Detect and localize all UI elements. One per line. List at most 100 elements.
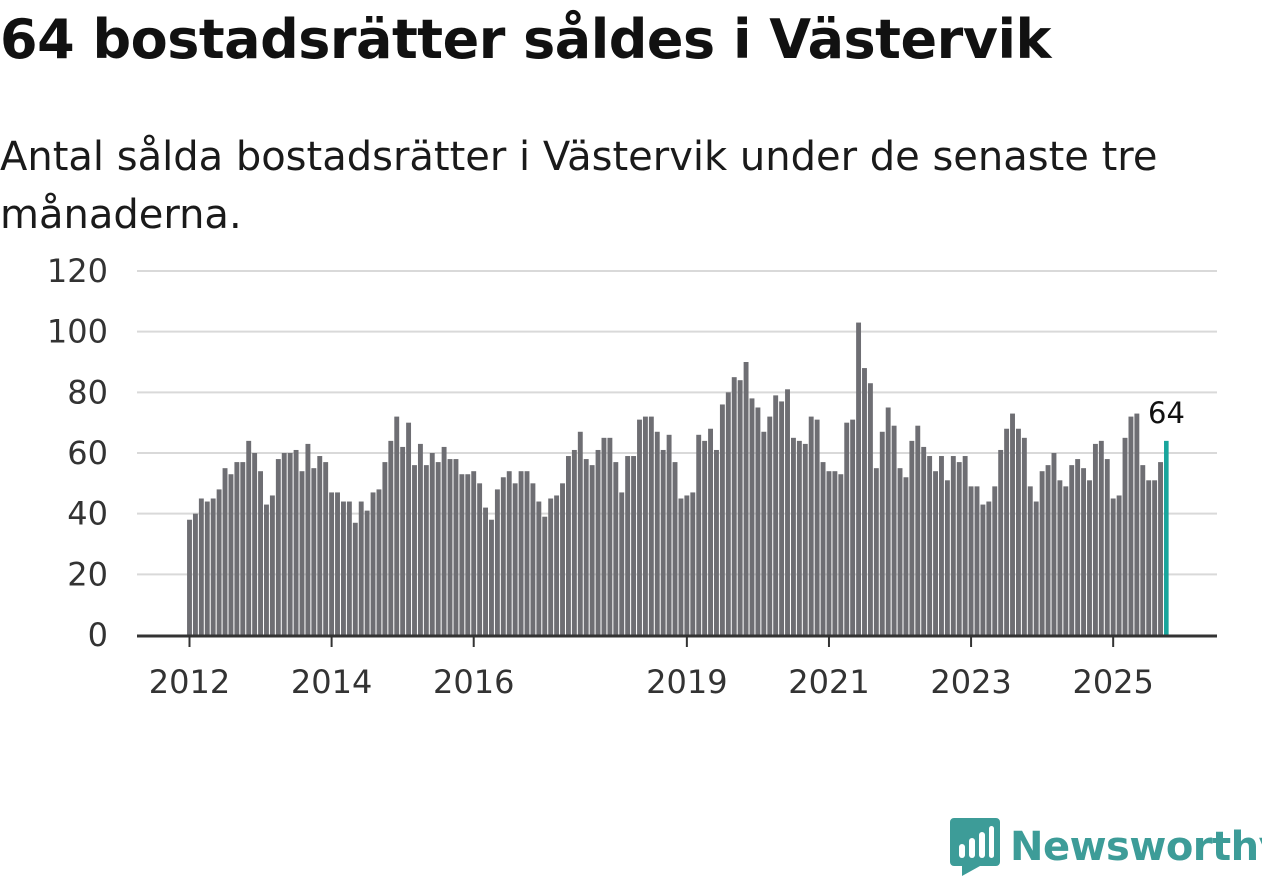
bar [1015,428,1021,635]
bar [465,474,471,635]
bar [631,456,637,635]
bar [246,440,252,635]
bar [583,459,589,635]
bar [536,501,542,635]
bar [980,504,986,635]
bar [660,449,666,635]
bar [1110,498,1116,635]
bar [1057,480,1063,635]
bar [743,362,749,635]
bar [435,462,441,635]
bar [400,446,406,635]
bar [489,519,494,635]
bar [518,471,524,635]
bar [1146,480,1152,635]
x-tick-label: 2023 [930,663,1011,700]
bar [873,468,879,635]
bar [252,453,258,635]
x-tick-label: 2016 [433,663,514,700]
bar [814,419,820,635]
bar [1033,501,1039,635]
y-axis-ticks: 0 20 40 60 80 100 120 [47,252,108,654]
bar [625,456,631,635]
bar [500,477,506,635]
bar [1092,443,1098,635]
bar [879,431,885,635]
bar [1152,480,1158,635]
bar [228,474,234,635]
bar [394,416,400,635]
newsworthy-logo-text: Newsworthy [1010,824,1262,870]
bar [1098,440,1104,635]
bar [595,449,601,635]
bar [820,462,826,635]
bar [187,519,192,635]
bar [1069,465,1075,635]
bar [571,449,577,635]
x-tick-label: 2012 [149,663,230,700]
bar [210,498,216,635]
bar [542,516,548,635]
bar [950,456,956,635]
bar [287,453,293,635]
bar [453,459,459,635]
bars [187,322,1169,635]
bar [956,462,962,635]
bar [790,437,796,635]
bar [589,465,595,635]
bar [844,422,850,635]
bar [346,501,352,635]
bar [796,440,802,635]
bar [903,477,909,635]
bar [483,507,488,635]
newsworthy-logo-icon [950,818,1000,876]
chart-subtitle: Antal sålda bostadsrätter i Västervik un… [0,134,1158,238]
bar [1045,465,1051,635]
bar [412,465,417,635]
y-tick-label: 20 [67,555,108,593]
bar [429,453,435,635]
bar [406,422,412,635]
bar [802,443,808,635]
bar [939,456,944,635]
bar [915,425,921,635]
x-tick-label: 2025 [1072,663,1153,700]
bar [619,492,625,635]
bar [299,471,305,635]
bar [725,392,731,635]
bar [275,459,281,635]
bar-highlight [1164,440,1169,635]
bar [560,483,565,635]
bar [696,434,702,635]
bar [607,437,613,635]
bar [968,486,974,635]
bar [1116,495,1122,635]
bar [423,465,429,635]
bar [317,456,323,635]
bar [826,471,832,635]
bar [986,501,992,635]
bar [352,522,358,635]
bar [358,501,364,635]
bar [258,471,263,635]
bar [885,407,891,635]
bar [382,462,388,635]
highlight-value-label: 64 [1148,396,1185,430]
bar [447,459,453,635]
bar [204,501,210,635]
bar [512,483,518,635]
bar [459,474,465,635]
bar [370,492,376,635]
bar [554,495,560,635]
data-labels: 64 [1148,396,1185,430]
bar [708,428,713,635]
bar [335,492,340,635]
bar [613,462,619,635]
bar [862,368,867,635]
y-tick-label: 40 [67,495,108,533]
bar [654,431,660,635]
bar [642,416,648,635]
bar [1104,459,1110,635]
bar [1075,459,1081,635]
bar [998,449,1004,635]
